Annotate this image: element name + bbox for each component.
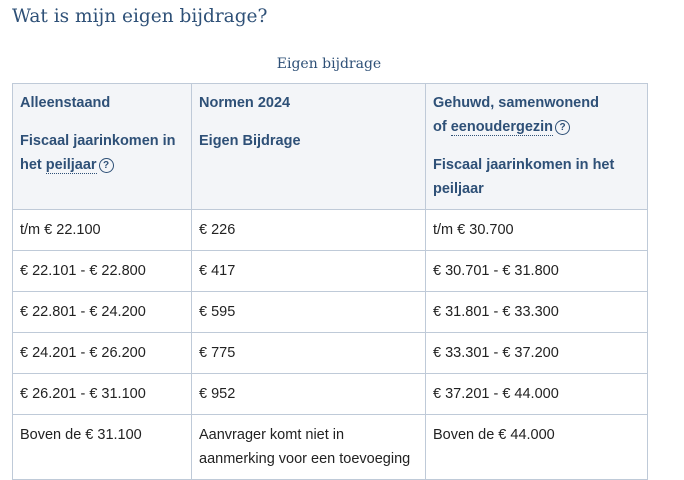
header-single-subtitle: Fiscaal jaarinkomen in het — [20, 133, 176, 173]
table-cell: € 22.801 - € 24.200 — [12, 291, 192, 333]
table-cell: Boven de € 44.000 — [425, 414, 648, 480]
header-norms: Normen 2024 Eigen Bijdrage — [191, 83, 426, 210]
table-cell: € 26.201 - € 31.100 — [12, 373, 192, 415]
table-caption: Eigen bijdrage — [276, 56, 382, 72]
table-row: t/m € 22.100 € 226 t/m € 30.700 — [12, 209, 648, 251]
table-cell: t/m € 30.700 — [425, 209, 648, 251]
table-cell: € 31.801 - € 33.300 — [425, 291, 648, 333]
table-cell: € 37.201 - € 44.000 — [425, 373, 648, 415]
table-cell: Aanvrager komt niet in aanmerking voor e… — [191, 414, 426, 480]
table-cell: t/m € 22.100 — [12, 209, 192, 251]
header-norms-title: Normen 2024 — [199, 95, 291, 111]
header-married-subtitle: Fiscaal jaarinkomen in het peiljaar — [433, 157, 615, 197]
header-married: Gehuwd, samenwonend of eenoudergezin? Fi… — [425, 83, 648, 210]
table-cell: € 595 — [191, 291, 426, 333]
header-married-title: Gehuwd, samenwonend — [433, 95, 599, 111]
peiljaar-term-link[interactable]: peiljaar — [45, 157, 97, 174]
table-cell: Boven de € 31.100 — [12, 414, 192, 480]
table-row: € 22.101 - € 22.800 € 417 € 30.701 - € 3… — [12, 250, 648, 292]
table-row: Boven de € 31.100 Aanvrager komt niet in… — [12, 414, 648, 480]
table-row: € 26.201 - € 31.100 € 952 € 37.201 - € 4… — [12, 373, 648, 415]
table-cell: € 22.101 - € 22.800 — [12, 250, 192, 292]
help-icon[interactable]: ? — [98, 158, 114, 173]
help-icon[interactable]: ? — [555, 120, 571, 135]
table-cell: € 775 — [191, 332, 426, 374]
page-title: Wat is mijn eigen bijdrage? — [12, 6, 268, 27]
table-cell: € 30.701 - € 31.800 — [425, 250, 648, 292]
eenoudergezin-term-link[interactable]: eenoudergezin — [450, 119, 554, 136]
table-cell: € 952 — [191, 373, 426, 415]
header-single-title: Alleenstaand — [20, 95, 111, 111]
contribution-table: Alleenstaand Fiscaal jaarinkomen in het … — [12, 83, 648, 480]
table-header-row: Alleenstaand Fiscaal jaarinkomen in het … — [12, 83, 648, 210]
header-single: Alleenstaand Fiscaal jaarinkomen in het … — [12, 83, 192, 210]
table-cell: € 33.301 - € 37.200 — [425, 332, 648, 374]
table-row: € 24.201 - € 26.200 € 775 € 33.301 - € 3… — [12, 332, 648, 374]
table-cell: € 226 — [191, 209, 426, 251]
header-norms-subtitle: Eigen Bijdrage — [199, 133, 301, 149]
table-row: € 22.801 - € 24.200 € 595 € 31.801 - € 3… — [12, 291, 648, 333]
table-cell: € 417 — [191, 250, 426, 292]
table-cell: € 24.201 - € 26.200 — [12, 332, 192, 374]
header-married-title-prefix: of — [433, 119, 451, 135]
